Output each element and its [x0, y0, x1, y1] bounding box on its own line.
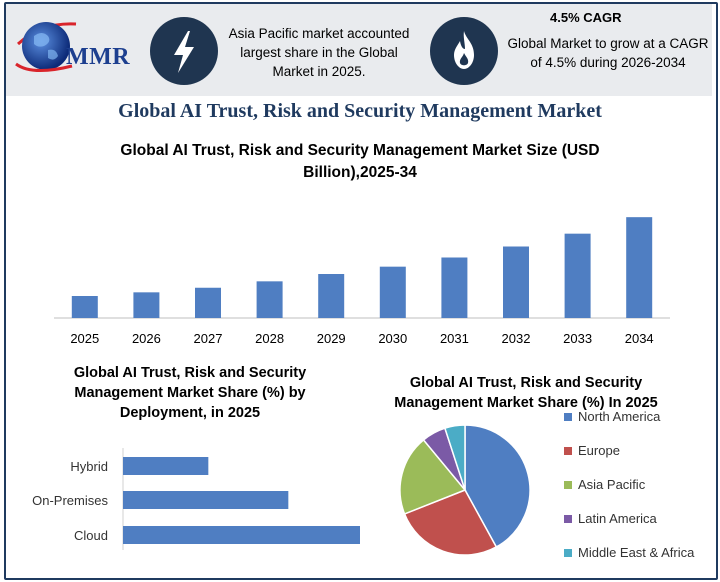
y-tick-label: Cloud: [74, 528, 108, 543]
y-tick-label: Hybrid: [70, 459, 108, 474]
legend-label: Europe: [578, 443, 620, 458]
bar: [441, 257, 468, 318]
brand-name: MMR: [66, 44, 131, 70]
bar: [195, 287, 221, 318]
pie-slice: [403, 489, 498, 556]
legend-label: Middle East & Africa: [578, 545, 695, 560]
x-tick-label: 2025: [70, 331, 99, 346]
bar: [318, 274, 345, 318]
bar: [379, 266, 406, 318]
deployment-bar-chart: Hybrid On-Premises Cloud: [32, 448, 360, 550]
flame-icon: [430, 17, 498, 85]
legend-label: Asia Pacific: [578, 477, 646, 492]
legend-label: North America: [578, 409, 661, 424]
header-band: [6, 4, 712, 96]
x-tick-label: 2026: [132, 331, 161, 346]
page-frame: [4, 2, 718, 580]
globe-logo-icon: [15, 22, 77, 72]
region-chart-title: Global AI Trust, Risk and Security Manag…: [394, 375, 658, 411]
bar: [133, 292, 160, 318]
legend-swatch: [564, 515, 572, 523]
bar: [123, 526, 360, 544]
legend-swatch: [564, 481, 572, 489]
pie-slice: [399, 438, 467, 515]
pie-slice: [443, 424, 466, 491]
x-tick-label: 2028: [255, 331, 284, 346]
info-asia-pacific-text: Asia Pacific market accounted largest sh…: [228, 26, 410, 79]
bar: [626, 217, 653, 318]
bar: [71, 296, 98, 318]
pie-slice: [464, 424, 531, 548]
market-size-chart-title: Global AI Trust, Risk and Security Manag…: [120, 142, 600, 181]
y-tick-label: On-Premises: [32, 493, 108, 508]
legend-swatch: [564, 549, 572, 557]
x-tick-label: 2029: [317, 331, 346, 346]
x-tick-label: 2030: [378, 331, 407, 346]
bar: [123, 457, 209, 475]
x-tick-label: 2027: [194, 331, 223, 346]
x-tick-label: 2033: [563, 331, 592, 346]
bar: [123, 491, 289, 509]
x-tick-label: 2031: [440, 331, 469, 346]
bar: [503, 246, 529, 318]
market-size-bar-chart: 2025 2026 2027 2028 2029 2030 2031 2032 2033 2034: [54, 217, 670, 346]
region-pie-chart: [399, 424, 531, 556]
deployment-chart-title: Global AI Trust, Risk and Security Manag…: [73, 365, 307, 421]
page-title: Global AI Trust, Risk and Security Manag…: [118, 100, 602, 122]
lightning-bolt-icon: [150, 17, 218, 85]
legend-swatch: [564, 413, 572, 421]
bar: [256, 281, 283, 318]
info-cagr-text: Global Market to grow at a CAGR of 4.5% …: [507, 36, 709, 70]
x-tick-label: 2032: [502, 331, 531, 346]
x-tick-label: 2034: [625, 331, 654, 346]
legend-swatch: [564, 447, 572, 455]
bar: [564, 233, 591, 318]
legend-label: Latin America: [578, 511, 657, 526]
cagr-title: 4.5% CAGR: [550, 10, 622, 25]
mmr-logo: [12, 14, 142, 82]
